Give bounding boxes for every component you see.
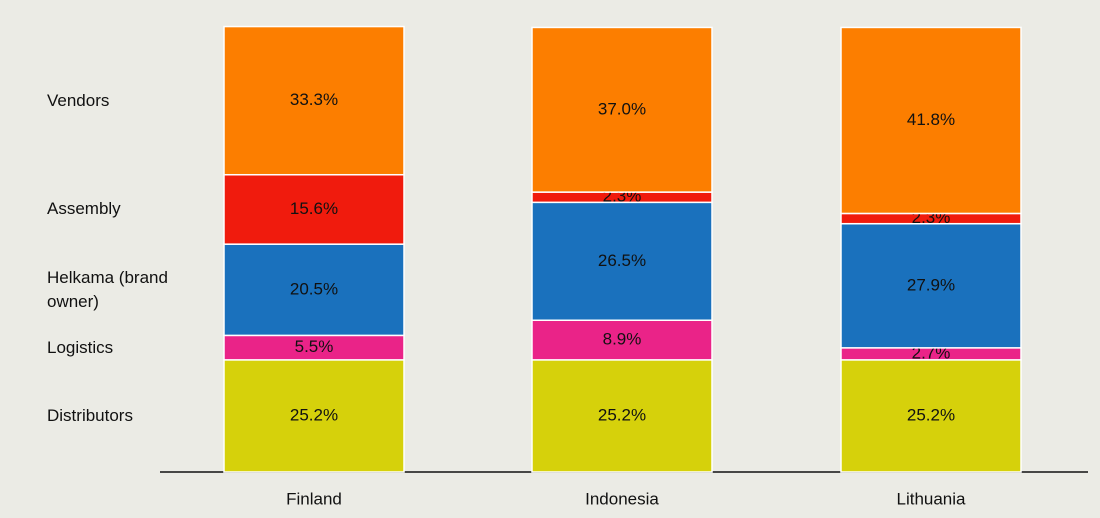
value-label: 41.8% [907,110,955,129]
bar-segment [531,359,713,473]
value-label: 15.6% [290,199,338,218]
legend-label: Assembly [47,199,121,219]
bar-segment [223,173,405,245]
x-tick-label: Indonesia [585,489,659,508]
value-label: 25.2% [290,405,338,424]
value-label: 20.5% [290,279,338,298]
value-label: 25.2% [598,405,646,424]
legend-label: Logistics [47,337,114,357]
bar-segment [840,26,1022,215]
bar-segment [840,359,1022,473]
bar-segment [531,201,713,322]
bar-segment [531,319,713,361]
value-label: 33.3% [290,90,338,109]
value-label: 8.9% [603,330,642,349]
legend-label: Helkama (brand owner) [47,267,168,311]
value-label: 27.9% [907,275,955,294]
value-label: 5.5% [295,337,334,356]
value-label: 25.2% [907,405,955,424]
value-label: 26.5% [598,251,646,270]
legend-label: Vendors [47,90,110,110]
bar-segment [223,25,405,176]
x-tick-label: Finland [286,489,342,508]
bar-segment [531,26,713,193]
value-label: 37.0% [598,99,646,118]
x-tick-label: Lithuania [896,489,966,508]
bar-segment [223,334,405,361]
bar-segment [223,359,405,473]
legend-label: Distributors [47,405,133,425]
